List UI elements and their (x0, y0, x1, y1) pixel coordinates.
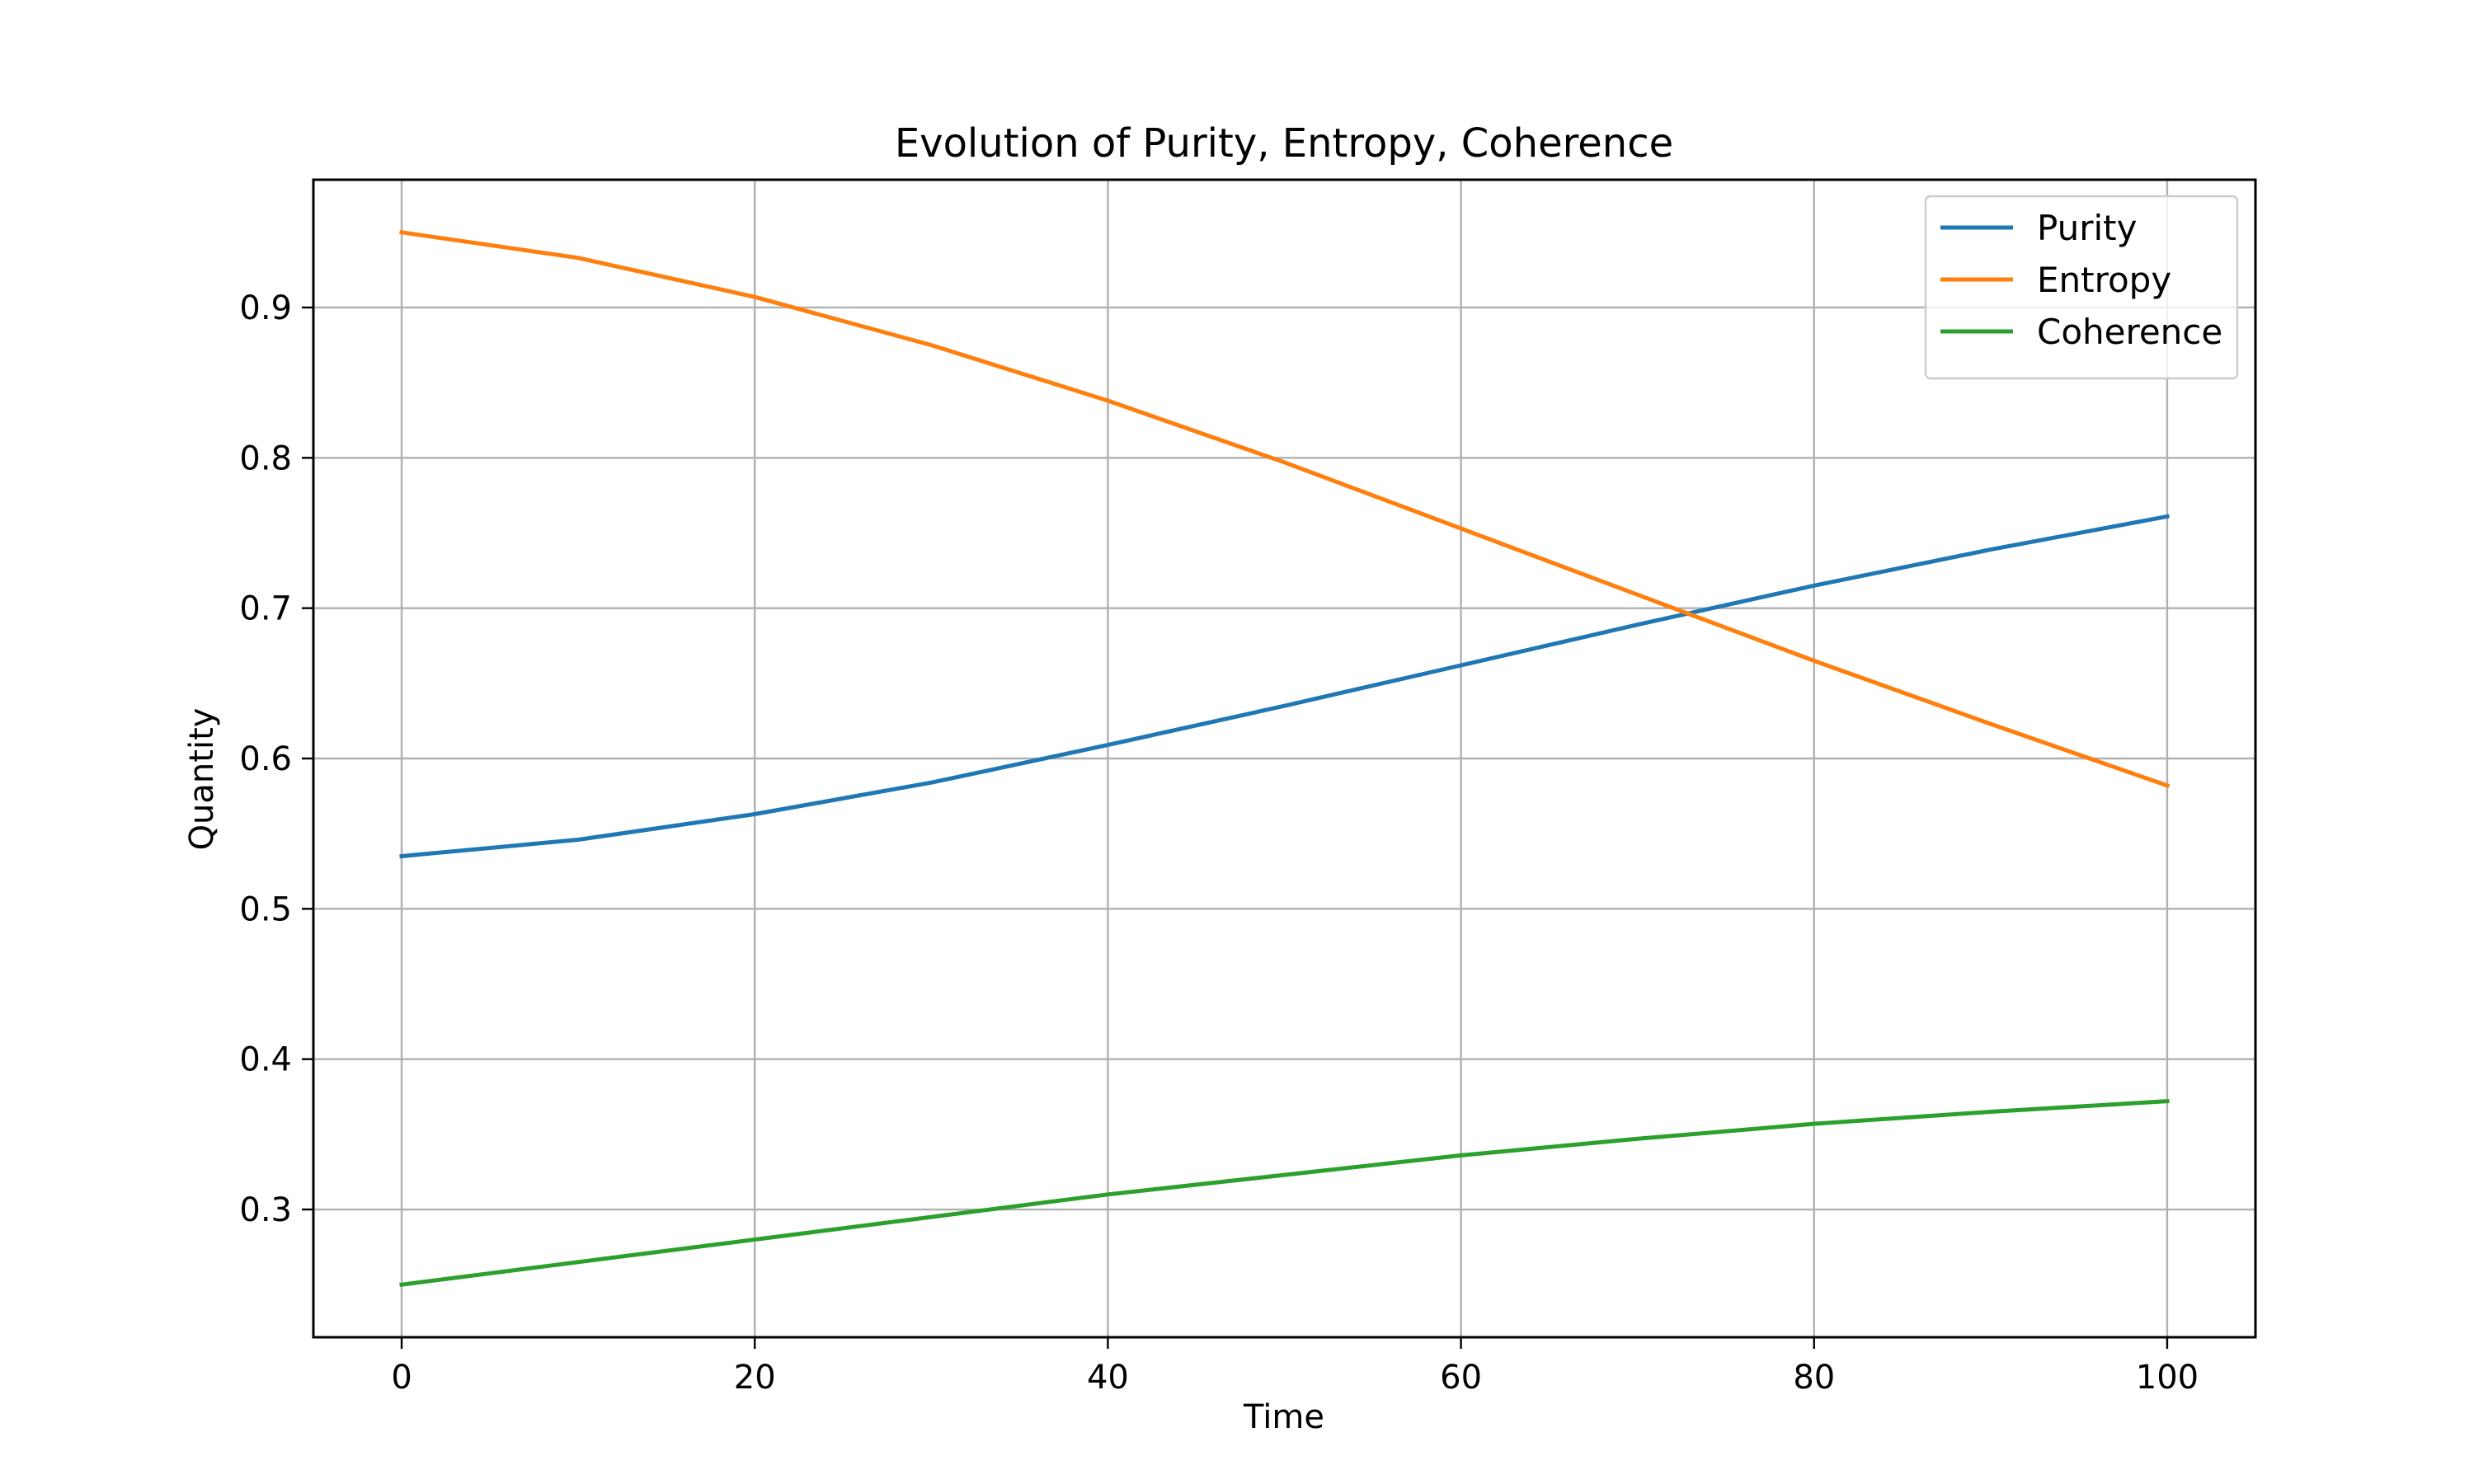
series-line-purity (399, 514, 2170, 859)
y-tick-label: 0.7 (239, 590, 292, 628)
legend-label-coherence: Coherence (2037, 312, 2222, 352)
series-line-coherence (399, 1099, 2170, 1287)
x-tick-label: 80 (1793, 1359, 1835, 1397)
x-tick-label: 100 (2136, 1359, 2199, 1397)
legend-label-entropy: Entropy (2037, 260, 2171, 300)
x-axis-label: Time (1243, 1398, 1324, 1436)
series-lines (399, 229, 2171, 1287)
legend-label-purity: Purity (2037, 208, 2137, 248)
legend: Purity Entropy Coherence (1924, 195, 2239, 380)
y-tick-label: 0.6 (239, 740, 292, 778)
x-tick-label: 0 (391, 1359, 412, 1397)
grid-lines (313, 180, 2255, 1337)
chart-title: Evolution of Purity, Entropy, Coherence (895, 120, 1673, 167)
y-tick-label: 0.4 (239, 1041, 292, 1079)
y-tick-label: 0.8 (239, 439, 292, 477)
y-axis-label: Quantity (183, 708, 221, 851)
series-line-entropy (399, 229, 2171, 788)
y-tick-label: 0.5 (239, 890, 292, 928)
y-tick-label: 0.3 (239, 1191, 292, 1229)
x-tick-label: 20 (734, 1359, 776, 1397)
axis-ticks: 0 20 40 60 80 100 0.3 0.4 0.5 0.6 0.7 0.8 0.9 (239, 289, 2199, 1397)
x-tick-label: 60 (1440, 1359, 1482, 1397)
y-tick-label: 0.9 (239, 289, 292, 327)
x-tick-label: 40 (1087, 1359, 1129, 1397)
